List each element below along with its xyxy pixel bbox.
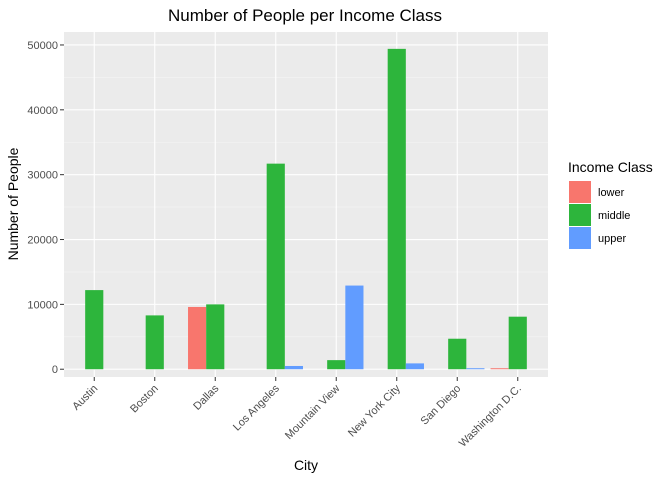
x-tick-label: Los Angeles — [231, 382, 282, 433]
x-tick-label: Austin — [70, 383, 100, 413]
y-tick-label: 0 — [52, 364, 58, 376]
bar-upper-mountain-view — [345, 285, 364, 370]
chart-title: Number of People per Income Class — [168, 6, 442, 25]
legend-items: lower middle upper — [569, 181, 630, 249]
y-axis-title: Number of People — [5, 147, 21, 260]
bar-upper-new-york-city — [405, 363, 424, 370]
x-tick-label: New York City — [346, 382, 403, 439]
bar-middle-san-diego — [448, 338, 467, 370]
x-tick-label: Dallas — [191, 382, 221, 412]
legend-label-middle: middle — [598, 210, 630, 222]
bar-middle-dallas — [206, 304, 225, 370]
y-tick-label: 30000 — [27, 170, 58, 182]
y-tick-label: 10000 — [27, 299, 58, 311]
bar-middle-washington-d-c- — [508, 316, 527, 370]
bar-middle-boston — [145, 315, 164, 370]
bar-upper-san-diego — [466, 368, 485, 370]
plot-panel — [64, 32, 548, 377]
legend-label-lower: lower — [598, 187, 625, 199]
x-axis-title: City — [294, 457, 318, 473]
legend-key-middle — [569, 204, 591, 226]
bar-lower-washington-d-c- — [490, 368, 509, 370]
legend-key-upper — [569, 227, 591, 249]
legend-title: Income Class — [568, 159, 653, 175]
x-tick-label: Washington D.C. — [457, 383, 524, 450]
x-axis: Austin Boston Dallas Los Angeles Mountain Vi… — [70, 377, 524, 450]
x-tick-label: San Diego — [419, 383, 464, 428]
x-tick-label: Boston — [128, 383, 161, 416]
y-tick-label: 20000 — [27, 235, 58, 247]
bars — [85, 48, 527, 370]
bar-lower-dallas — [188, 306, 207, 370]
x-tick-label: Mountain View — [283, 383, 342, 442]
bar-upper-los-angeles — [284, 365, 303, 370]
bar-middle-los-angeles — [266, 163, 285, 370]
bar-middle-new-york-city — [387, 48, 406, 370]
y-tick-label: 40000 — [27, 105, 58, 117]
y-tick-label: 50000 — [27, 40, 58, 52]
legend-key-lower — [569, 181, 591, 203]
bar-middle-austin — [85, 290, 104, 370]
legend-label-upper: upper — [598, 233, 626, 245]
legend: Income Class lower middle upper — [568, 159, 653, 249]
y-axis: 0 10000 20000 30000 40000 50000 — [27, 40, 64, 376]
bar-middle-mountain-view — [327, 360, 346, 370]
